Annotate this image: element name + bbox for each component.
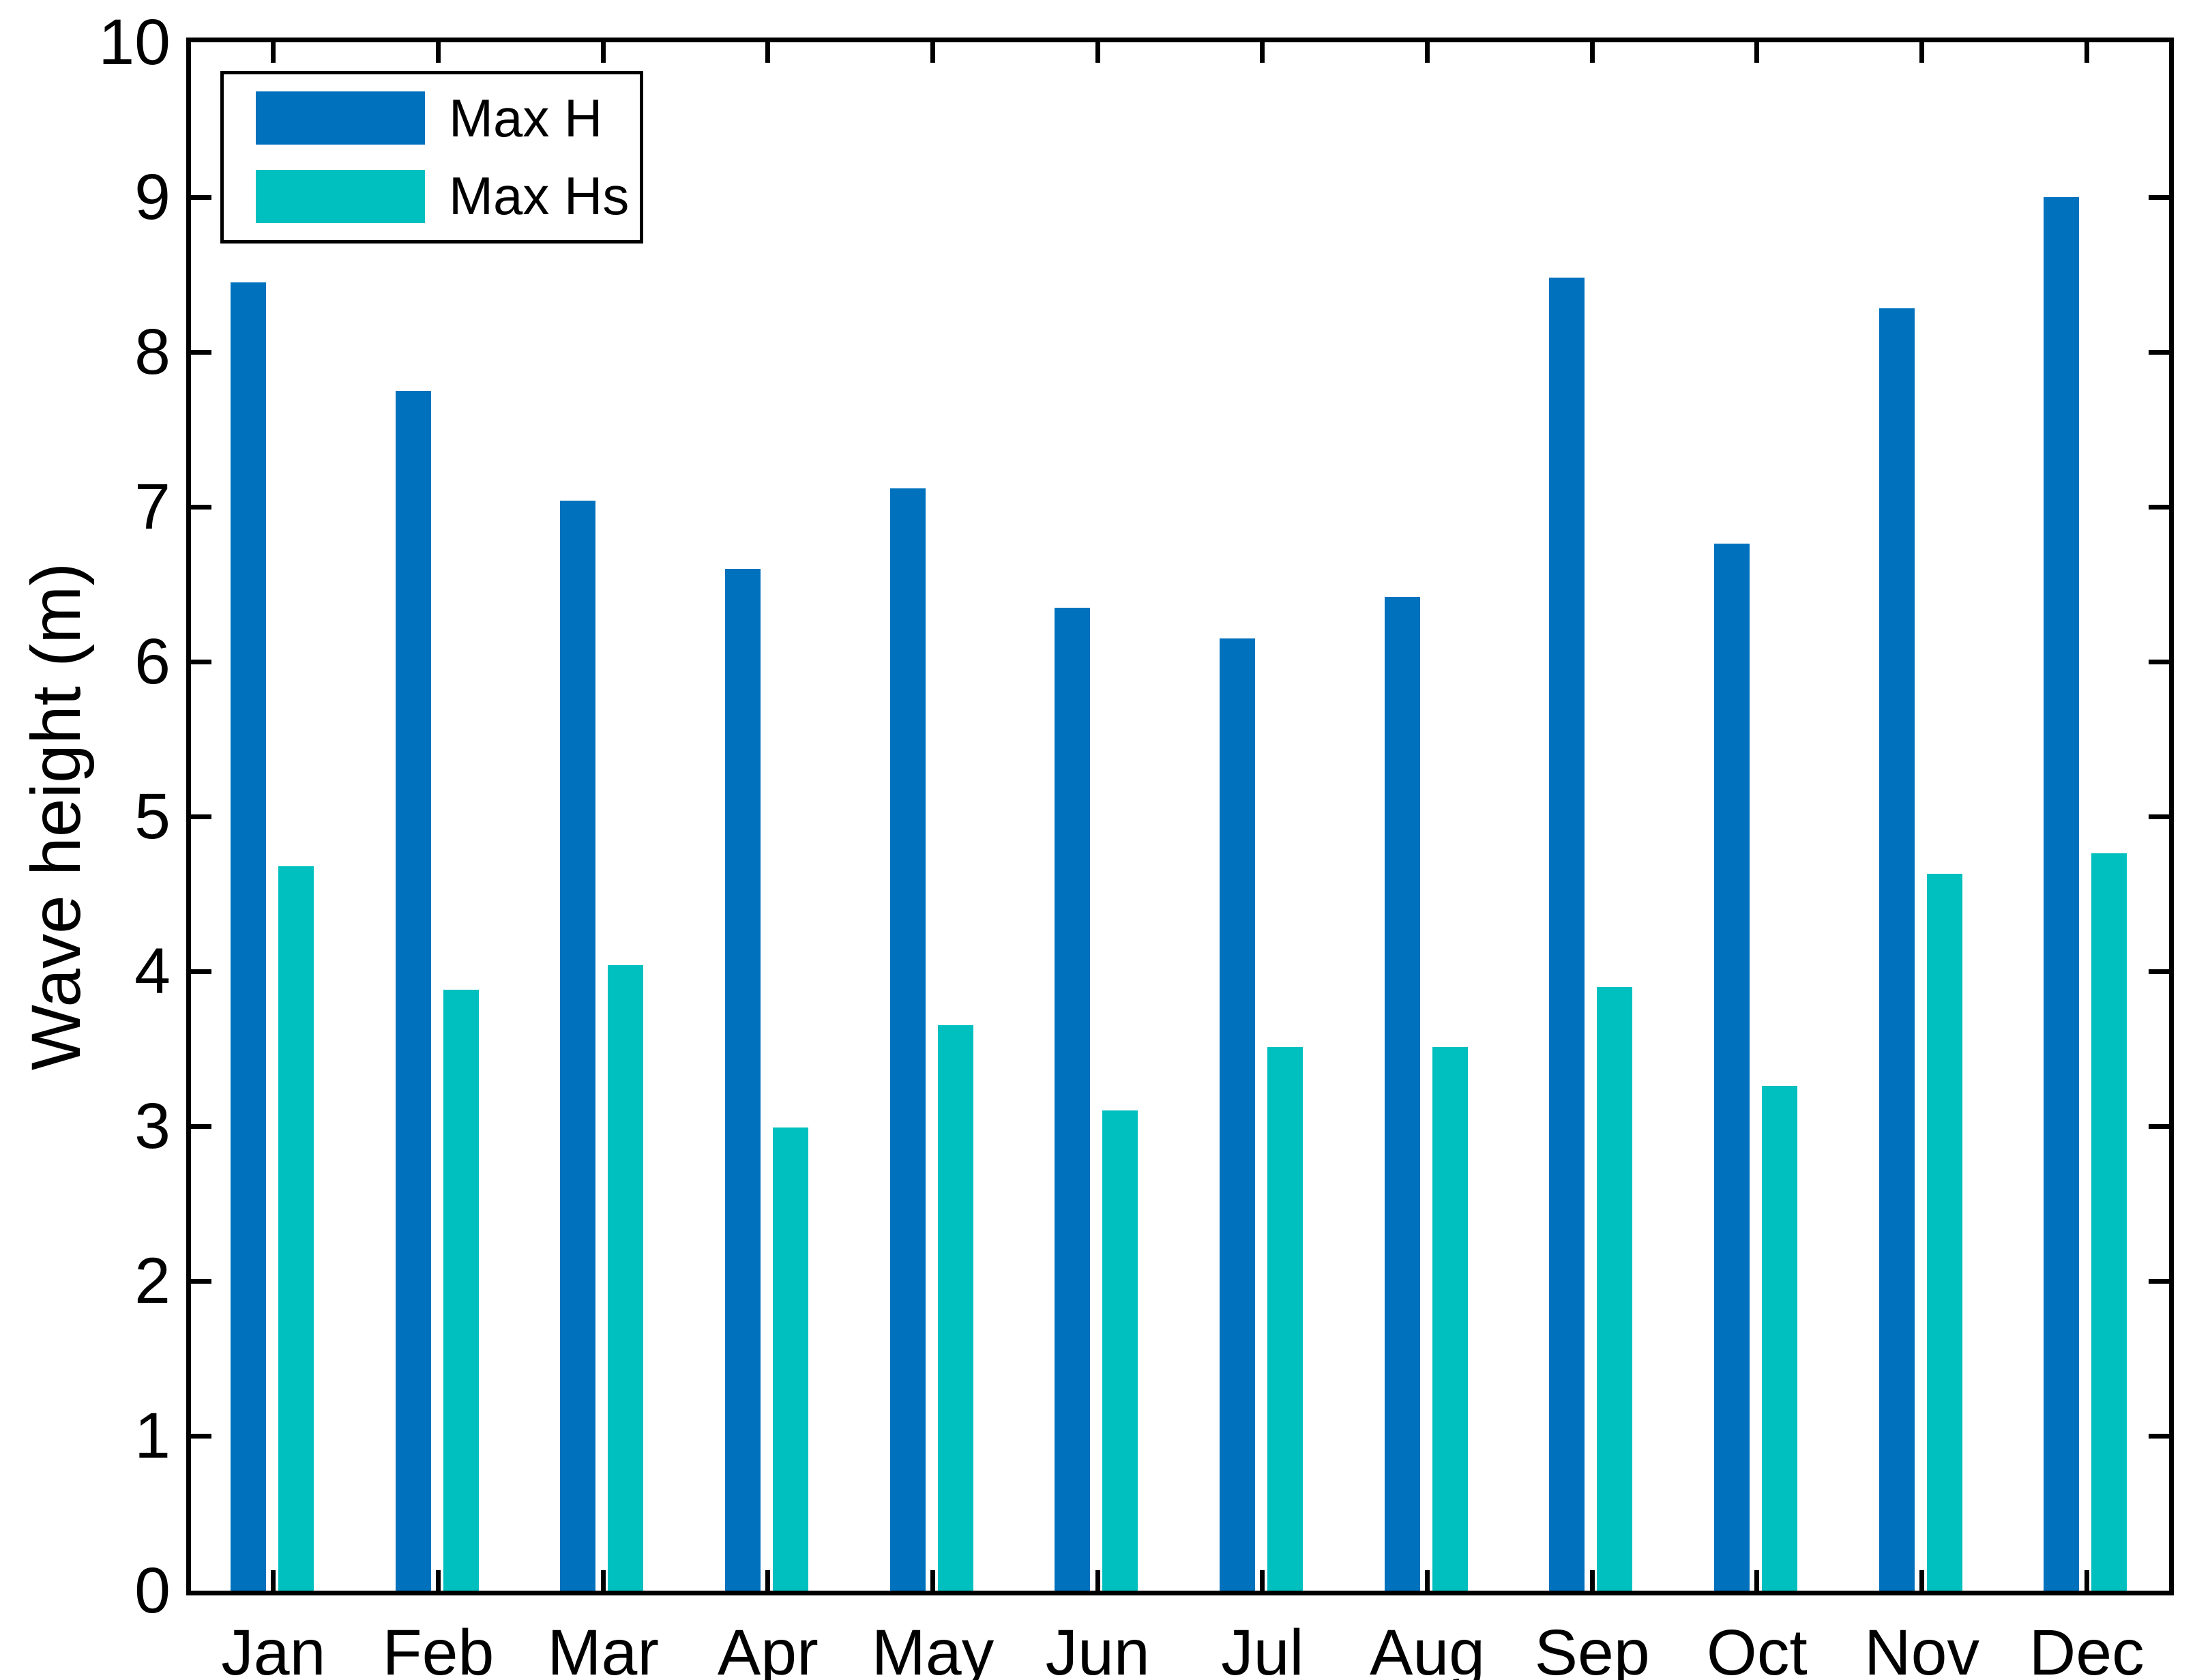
y-tick-left	[191, 814, 211, 819]
y-tick-right	[2149, 969, 2169, 974]
x-tick-label-sep: Sep	[1534, 1617, 1650, 1680]
x-tick-bottom	[765, 1570, 771, 1591]
x-tick-bottom	[1589, 1570, 1595, 1591]
y-tick-left	[191, 1278, 211, 1284]
x-tick-bottom	[436, 1570, 441, 1591]
bar-max-h-jul	[1219, 638, 1255, 1591]
x-tick-bottom	[1095, 1570, 1100, 1591]
x-tick-label-mar: Mar	[547, 1617, 659, 1680]
bar-max-hs-mar	[608, 964, 644, 1591]
x-tick-top	[1754, 42, 1760, 63]
x-tick-label-oct: Oct	[1706, 1617, 1808, 1680]
bar-max-hs-nov	[1926, 873, 1962, 1591]
y-tick-right	[2149, 1433, 2169, 1439]
bar-max-h-may	[889, 488, 926, 1591]
bar-max-h-mar	[560, 500, 596, 1591]
legend-swatch-max-hs-icon	[256, 170, 425, 223]
x-tick-top	[436, 42, 441, 63]
x-tick-label-jun: Jun	[1045, 1617, 1150, 1680]
bar-max-hs-feb	[443, 990, 479, 1591]
x-tick-top	[1589, 42, 1595, 63]
x-tick-label-jul: Jul	[1221, 1617, 1304, 1680]
y-tick-label: 1	[134, 1400, 171, 1472]
bar-max-h-oct	[1713, 544, 1750, 1591]
x-tick-top	[271, 42, 276, 63]
bar-max-h-feb	[395, 390, 431, 1591]
y-tick-left	[191, 659, 211, 664]
y-tick-right	[2149, 194, 2169, 200]
y-tick-left	[191, 194, 211, 200]
y-tick-label: 5	[134, 780, 171, 853]
y-tick-right	[2149, 1278, 2169, 1284]
bar-max-hs-jan	[278, 866, 314, 1591]
x-tick-label-may: May	[871, 1617, 995, 1680]
bar-max-h-nov	[1879, 308, 1915, 1591]
x-tick-label-apr: Apr	[717, 1617, 819, 1680]
x-tick-top	[1095, 42, 1100, 63]
legend-label-max-hs: Max Hs	[449, 166, 630, 226]
x-tick-label-dec: Dec	[2029, 1617, 2145, 1680]
legend-swatch-max-h-icon	[256, 91, 425, 145]
y-tick-label: 10	[98, 6, 171, 78]
x-tick-bottom	[930, 1570, 935, 1591]
y-tick-left	[191, 1123, 211, 1129]
bar-max-hs-jul	[1267, 1047, 1303, 1591]
bar-max-h-dec	[2044, 197, 2080, 1591]
y-tick-label: 9	[134, 161, 171, 233]
x-tick-bottom	[1260, 1570, 1265, 1591]
y-tick-left	[191, 349, 211, 355]
y-tick-label: 0	[134, 1554, 171, 1627]
x-tick-top	[1425, 42, 1430, 63]
y-tick-label: 2	[134, 1245, 171, 1317]
y-tick-label: 6	[134, 625, 171, 698]
y-tick-right	[2149, 349, 2169, 355]
bar-max-h-jan	[230, 282, 266, 1591]
bar-max-hs-jun	[1102, 1110, 1138, 1591]
x-tick-bottom	[1754, 1570, 1760, 1591]
bar-max-h-apr	[724, 568, 761, 1591]
y-tick-right	[2149, 659, 2169, 664]
x-tick-label-nov: Nov	[1864, 1617, 1979, 1680]
legend-label-max-h: Max H	[449, 88, 603, 148]
bar-max-hs-oct	[1761, 1085, 1797, 1591]
bar-max-h-aug	[1384, 596, 1420, 1591]
y-tick-label: 4	[134, 935, 171, 1007]
bar-max-hs-aug	[1432, 1047, 1468, 1591]
bar-max-hs-sep	[1597, 986, 1633, 1591]
x-tick-label-aug: Aug	[1369, 1617, 1486, 1680]
bar-max-hs-may	[937, 1025, 973, 1591]
y-tick-label: 8	[134, 316, 171, 388]
legend: Max H Max Hs	[220, 71, 643, 244]
x-tick-top	[1919, 42, 1924, 63]
y-tick-right	[2149, 1123, 2169, 1129]
bar-max-h-sep	[1549, 278, 1585, 1591]
x-tick-top	[1260, 42, 1265, 63]
x-tick-bottom	[1919, 1570, 1924, 1591]
x-tick-top	[600, 42, 606, 63]
bar-max-h-jun	[1055, 607, 1091, 1591]
x-tick-top	[2084, 42, 2089, 63]
y-tick-label: 7	[134, 471, 171, 543]
y-tick-left	[191, 504, 211, 510]
bar-max-hs-apr	[772, 1128, 808, 1591]
x-tick-top	[930, 42, 935, 63]
y-tick-right	[2149, 504, 2169, 510]
x-tick-bottom	[2084, 1570, 2089, 1591]
bar-max-hs-dec	[2091, 853, 2127, 1591]
x-tick-bottom	[271, 1570, 276, 1591]
y-tick-right	[2149, 814, 2169, 819]
x-tick-label-jan: Jan	[221, 1617, 326, 1680]
y-tick-label: 3	[134, 1090, 171, 1162]
x-tick-bottom	[600, 1570, 606, 1591]
y-tick-left	[191, 969, 211, 974]
y-tick-left	[191, 1433, 211, 1439]
plot-frame	[186, 38, 2174, 1595]
x-tick-label-feb: Feb	[382, 1617, 495, 1680]
x-tick-top	[765, 42, 771, 63]
x-tick-bottom	[1425, 1570, 1430, 1591]
